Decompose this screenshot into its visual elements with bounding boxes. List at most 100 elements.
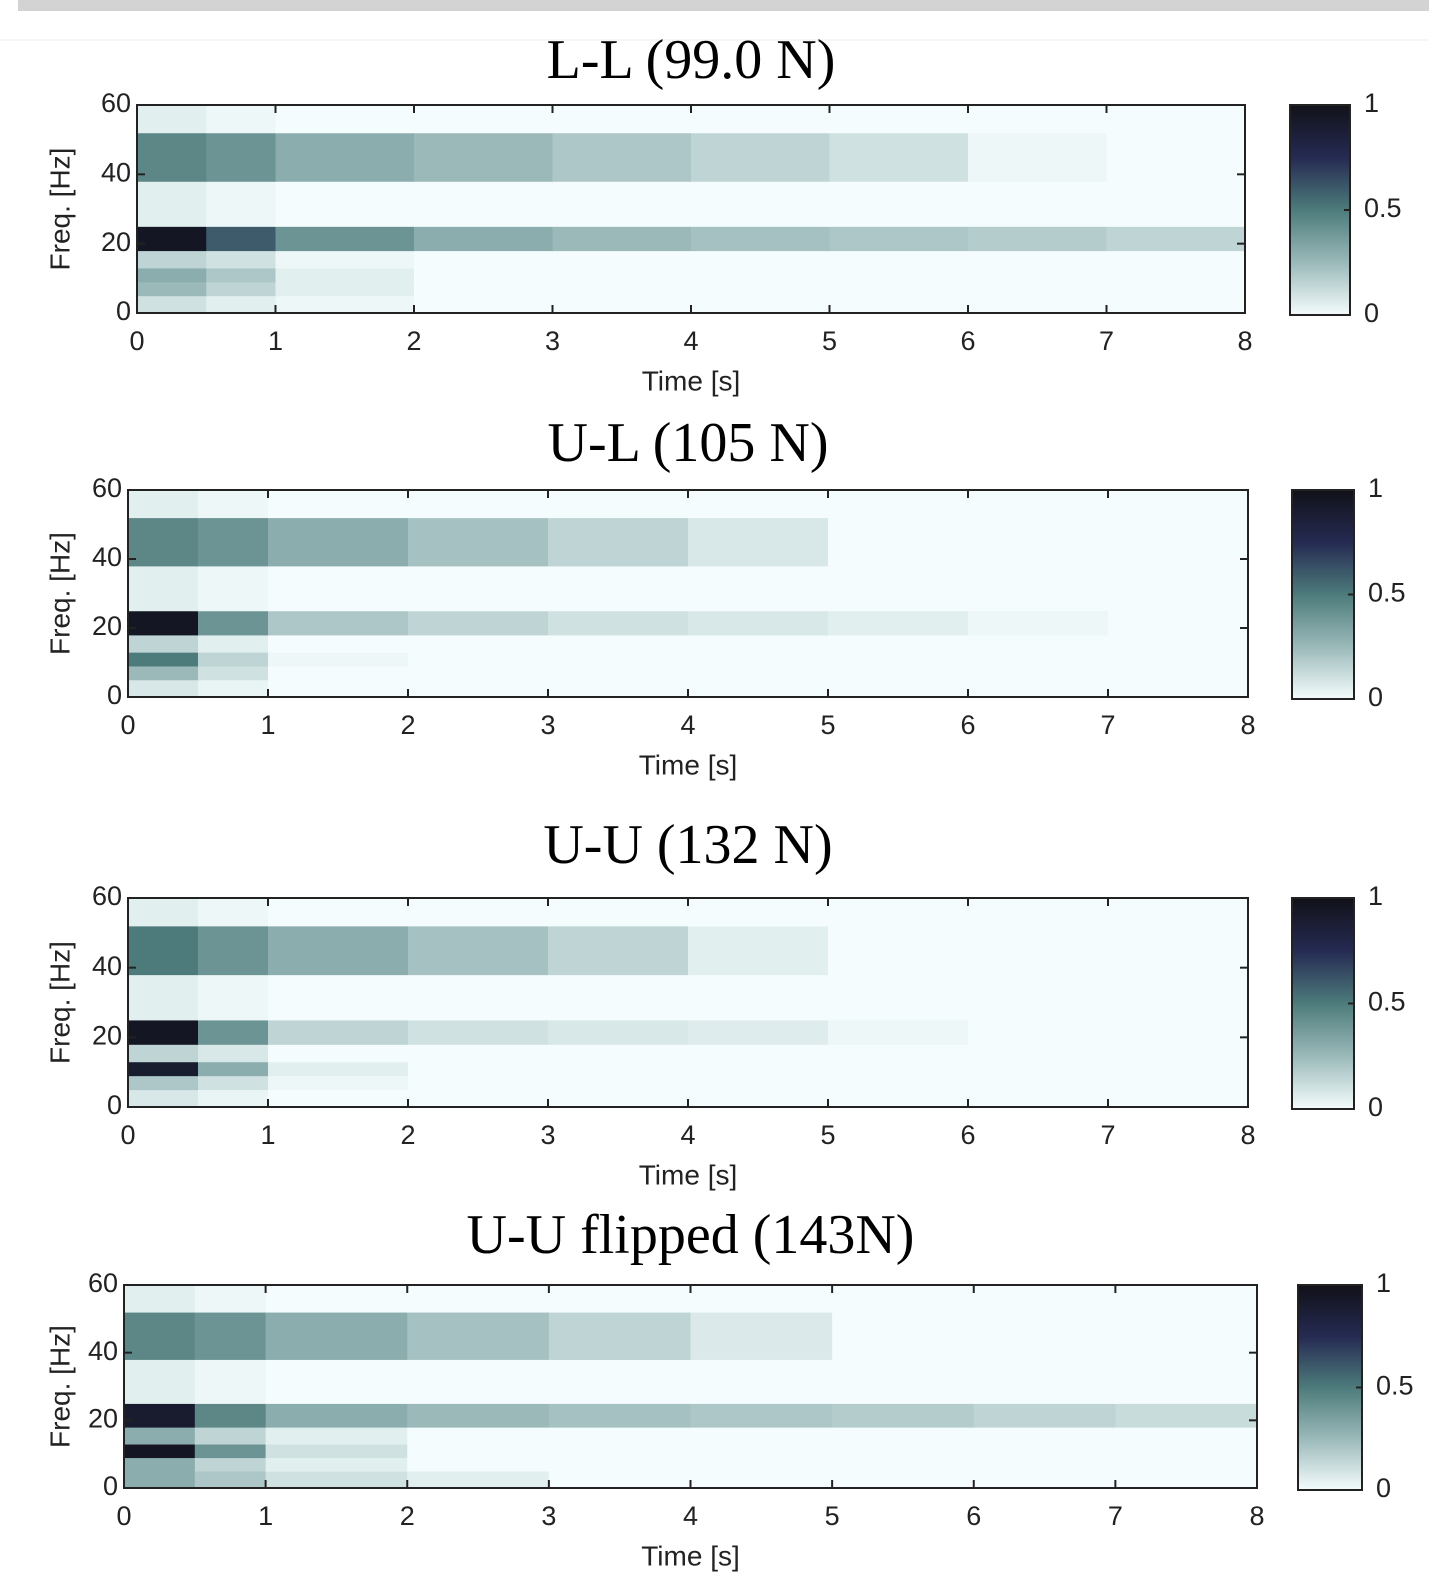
heat-cell [552,105,692,134]
heat-cell [128,1044,199,1063]
heat-cell [124,1471,196,1489]
heat-cell [548,652,689,667]
heat-cell [552,295,692,314]
heat-cell [408,679,549,698]
heat-cell [124,1403,196,1428]
heat-cell [268,1089,409,1108]
y-tick-label: 40 [92,542,122,572]
heat-cell [548,610,689,636]
x-tick-label: 5 [820,1120,835,1150]
heat-cell [268,517,409,567]
heat-cell [968,1089,1109,1108]
heat-cell [198,1044,269,1063]
heat-cell [268,1019,409,1045]
heat-cell [832,1403,975,1428]
heat-cell [268,610,409,636]
heat-cell [268,652,409,667]
heat-cell [1106,132,1246,182]
heat-cell [548,898,689,927]
heat-cell [968,281,1107,297]
heat-cell [407,1444,550,1459]
x-tick-label: 3 [541,1501,556,1531]
heat-cell [206,226,276,252]
x-tick-label: 0 [120,710,135,740]
heat-cell [1115,1471,1258,1489]
heat-cell [548,974,689,1021]
heat-cell [1106,295,1246,314]
heat-cell [688,665,829,681]
heat-cell [973,1312,1116,1360]
heat-cell [832,1471,975,1489]
heat-cell [198,665,269,681]
heat-cell [414,250,553,269]
x-tick-label: 4 [680,710,695,740]
heat-cell [275,181,415,227]
chart-title: U-U flipped (143N) [467,1204,915,1266]
heat-cell [691,267,830,283]
x-tick-label: 5 [822,326,837,356]
x-tick-label: 7 [1100,710,1115,740]
heat-cell [194,1285,267,1313]
heat-cell [265,1285,408,1313]
heat-cell [265,1444,408,1459]
heat-cell [275,105,415,134]
heat-cell [124,1457,196,1472]
heat-cell [268,925,409,976]
heat-cell [690,1312,833,1360]
heat-cell [832,1427,975,1445]
heat-cell [548,517,689,567]
colorbar [1291,897,1355,1110]
heat-cell [690,1471,833,1489]
y-axis-label: Freq. [Hz] [44,941,75,1064]
heat-cell [552,181,692,227]
heat-cell [968,898,1109,927]
heat-cell [828,610,969,636]
y-tick-label: 0 [103,1471,118,1501]
heat-cell [414,181,553,227]
heat-cell [832,1444,975,1459]
heat-cell [548,679,689,698]
heat-cell [690,1403,833,1428]
heat-cell [832,1312,975,1360]
heat-cell [268,1044,409,1063]
heat-cell [973,1285,1116,1313]
heat-cell [137,226,207,252]
heat-cell [548,1312,691,1360]
colorbar [1291,489,1355,700]
x-tick-label: 1 [260,1120,275,1150]
heat-cell [829,132,969,182]
heat-cell [268,679,409,698]
x-tick-label: 6 [960,1120,975,1150]
x-tick-label: 2 [400,1501,415,1531]
heat-cell [268,1061,409,1077]
heat-cell [548,490,689,519]
heat-cell [206,250,276,269]
x-tick-label: 0 [116,1501,131,1531]
colorbar-tick-label: 0 [1364,298,1379,328]
heat-cell [968,490,1109,519]
heat-cell [128,1019,199,1045]
heat-cell [968,517,1109,567]
heat-cell [688,490,829,519]
heat-cell [973,1457,1116,1472]
heat-cell [206,105,276,134]
colorbar-tick-label: 0 [1368,1092,1383,1122]
heat-cell [688,1075,829,1091]
heat-cell [688,898,829,927]
heat-cell [688,565,829,612]
heat-cell [552,250,692,269]
heat-cell [968,1019,1109,1045]
heat-cell [552,267,692,283]
heat-cell [408,898,549,927]
x-tick-label: 6 [966,1501,981,1531]
heat-cell [832,1359,975,1404]
heat-cell [832,1457,975,1472]
heat-cell [1106,105,1246,134]
heat-cell [408,610,549,636]
colorbar-tick-label: 0.5 [1368,987,1406,1017]
heat-cell [1108,1044,1249,1063]
heat-cell [832,1285,975,1313]
heat-cell [1108,1075,1249,1091]
heat-cell [548,665,689,681]
